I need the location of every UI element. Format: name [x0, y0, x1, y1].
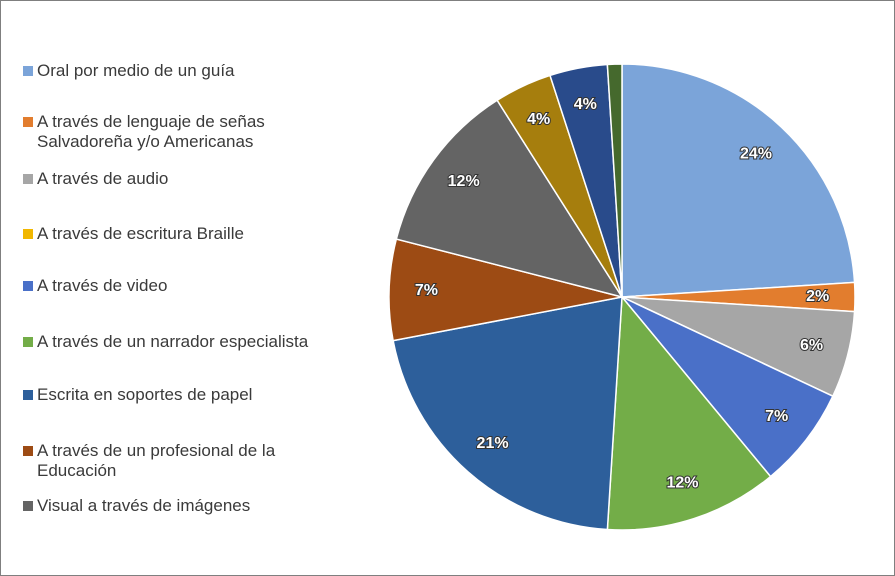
legend-swatch [23, 390, 33, 400]
pie-slice [606, 295, 772, 531]
legend-item: A través de lenguaje de señas Salvadoreñ… [23, 112, 323, 152]
pie-slice [392, 296, 623, 531]
legend-label: A través de un narrador especialista [37, 332, 309, 351]
pie-slice [621, 296, 834, 478]
pie-slice [606, 63, 623, 298]
pie-slice [395, 99, 624, 299]
legend-label: A través de video [37, 276, 168, 295]
legend-swatch [23, 229, 33, 239]
data-label: 12% [448, 173, 480, 190]
legend-label: Visual a través de imágenes [37, 496, 251, 515]
data-label: 6% [800, 337, 823, 354]
legend-item: A través de audio [23, 169, 323, 189]
legend-label: A través de audio [37, 169, 169, 188]
legend-swatch [23, 501, 33, 511]
legend-label: Oral por medio de un guía [37, 61, 235, 80]
legend-item: Visual a través de imágenes [23, 496, 323, 516]
data-label: 24% [740, 146, 772, 163]
legend-item: A través de un narrador especialista [23, 332, 323, 352]
legend-swatch [23, 446, 33, 456]
legend-swatch [23, 174, 33, 184]
legend-swatch [23, 281, 33, 291]
legend-item: Escrita en soportes de papel [23, 385, 323, 405]
legend-swatch [23, 117, 33, 127]
data-label: 2% [806, 288, 829, 305]
data-label: 4% [527, 111, 550, 128]
data-label: 12% [666, 474, 698, 491]
data-label: 7% [415, 282, 438, 299]
legend-label: A través de escritura Braille [37, 224, 244, 243]
legend-swatch [23, 337, 33, 347]
data-label: 7% [765, 408, 788, 425]
data-label: 4% [574, 96, 597, 113]
legend-label: A través de lenguaje de señas Salvadoreñ… [37, 112, 265, 151]
legend-swatch [23, 66, 33, 76]
legend-item: A través de escritura Braille [23, 224, 323, 244]
legend-label: Escrita en soportes de papel [37, 385, 253, 404]
legend-item: A través de un profesional de la Educaci… [23, 441, 323, 481]
legend-label: A través de un profesional de la Educaci… [37, 441, 276, 480]
data-label: 21% [477, 435, 509, 452]
pie-slice [621, 63, 856, 298]
legend-item: A través de video [23, 276, 323, 296]
legend-item: Oral por medio de un guía [23, 61, 323, 81]
pie-slice [388, 238, 623, 342]
